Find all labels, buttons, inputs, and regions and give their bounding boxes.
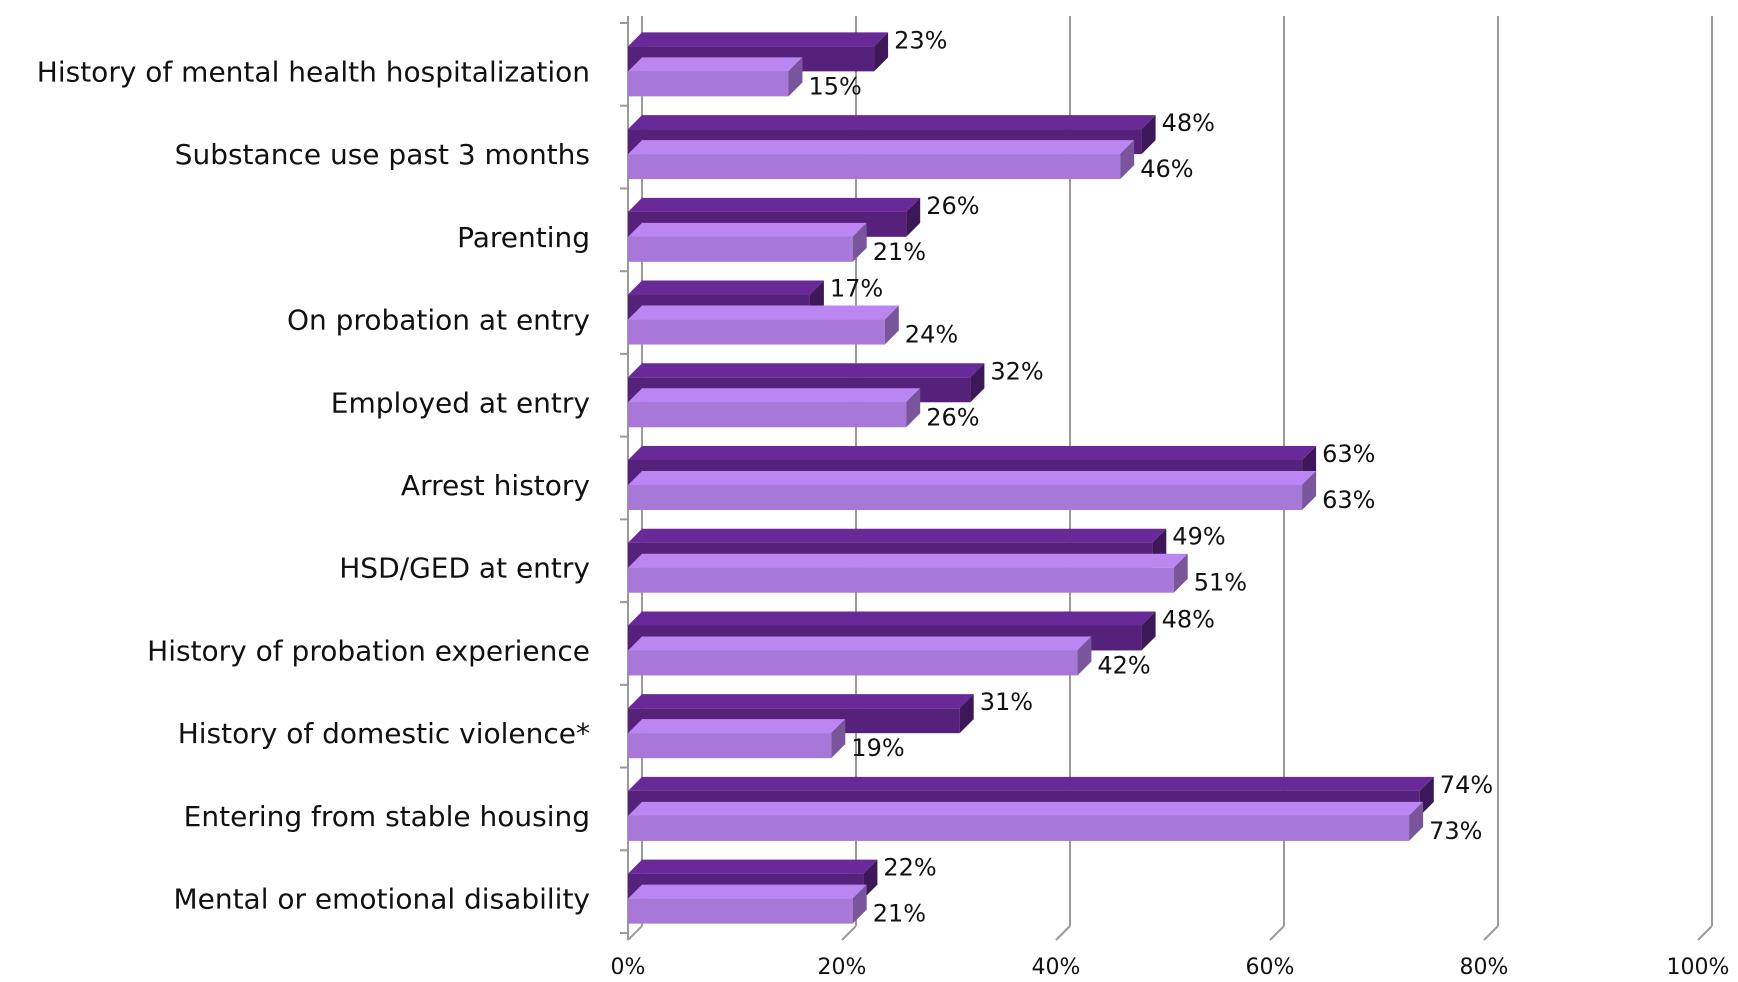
data-label: 73% — [1429, 817, 1482, 845]
data-label: 74% — [1440, 771, 1493, 799]
category-axis — [620, 16, 629, 940]
category-label: Parenting — [457, 221, 590, 254]
data-label: 48% — [1162, 605, 1215, 633]
x-tick-label: 40% — [1032, 955, 1081, 980]
bars — [628, 32, 1434, 924]
data-label: 31% — [980, 688, 1033, 716]
data-label: 15% — [809, 72, 862, 100]
category-label: Employed at entry — [331, 386, 590, 419]
category-label: Substance use past 3 months — [175, 138, 590, 171]
data-label: 42% — [1097, 651, 1150, 679]
category-label: Entering from stable housing — [184, 800, 590, 833]
x-tick-label: 100% — [1667, 955, 1730, 980]
bar — [628, 57, 803, 97]
category-labels: History of mental health hospitalization… — [37, 55, 590, 915]
bar — [628, 305, 899, 345]
data-label: 63% — [1322, 486, 1375, 514]
data-label: 49% — [1172, 523, 1225, 551]
category-label: Mental or emotional disability — [173, 883, 590, 916]
category-label: History of probation experience — [147, 634, 590, 667]
data-label: 21% — [873, 900, 926, 928]
category-label: Arrest history — [401, 469, 590, 502]
x-tick-label: 0% — [611, 955, 646, 980]
category-label: HSD/GED at entry — [339, 552, 590, 585]
x-axis-tick-labels: 0% 20% 40% 60% 80% 100% — [611, 955, 1730, 980]
bar — [628, 140, 1135, 180]
data-label: 19% — [851, 734, 904, 762]
bar — [628, 884, 867, 924]
category-label: On probation at entry — [287, 304, 590, 337]
category-label: History of mental health hospitalization — [37, 55, 590, 88]
data-labels: 23%15%48%46%26%21%17%24%32%26%63%63%49%5… — [809, 26, 1494, 927]
x-tick-label: 80% — [1460, 955, 1509, 980]
data-label: 48% — [1162, 109, 1215, 137]
bar — [628, 388, 921, 428]
data-label: 17% — [830, 275, 883, 303]
bar — [628, 636, 1092, 676]
data-label: 51% — [1194, 569, 1247, 597]
data-label: 63% — [1322, 440, 1375, 468]
bar — [628, 719, 846, 759]
x-tick-label: 20% — [818, 955, 867, 980]
data-label: 23% — [894, 26, 947, 54]
bar — [628, 222, 867, 262]
data-label: 32% — [990, 357, 1043, 385]
data-label: 26% — [926, 403, 979, 431]
data-label: 46% — [1140, 155, 1193, 183]
data-label: 26% — [926, 192, 979, 220]
x-tick-label: 60% — [1246, 955, 1295, 980]
category-label: History of domestic violence* — [178, 717, 590, 750]
bar — [628, 801, 1424, 841]
gridline — [1697, 16, 1713, 941]
data-label: 22% — [883, 854, 936, 882]
data-label: 21% — [873, 238, 926, 266]
bar — [628, 553, 1188, 593]
bar — [628, 471, 1317, 510]
data-label: 24% — [905, 321, 958, 349]
gridline — [1483, 16, 1499, 941]
